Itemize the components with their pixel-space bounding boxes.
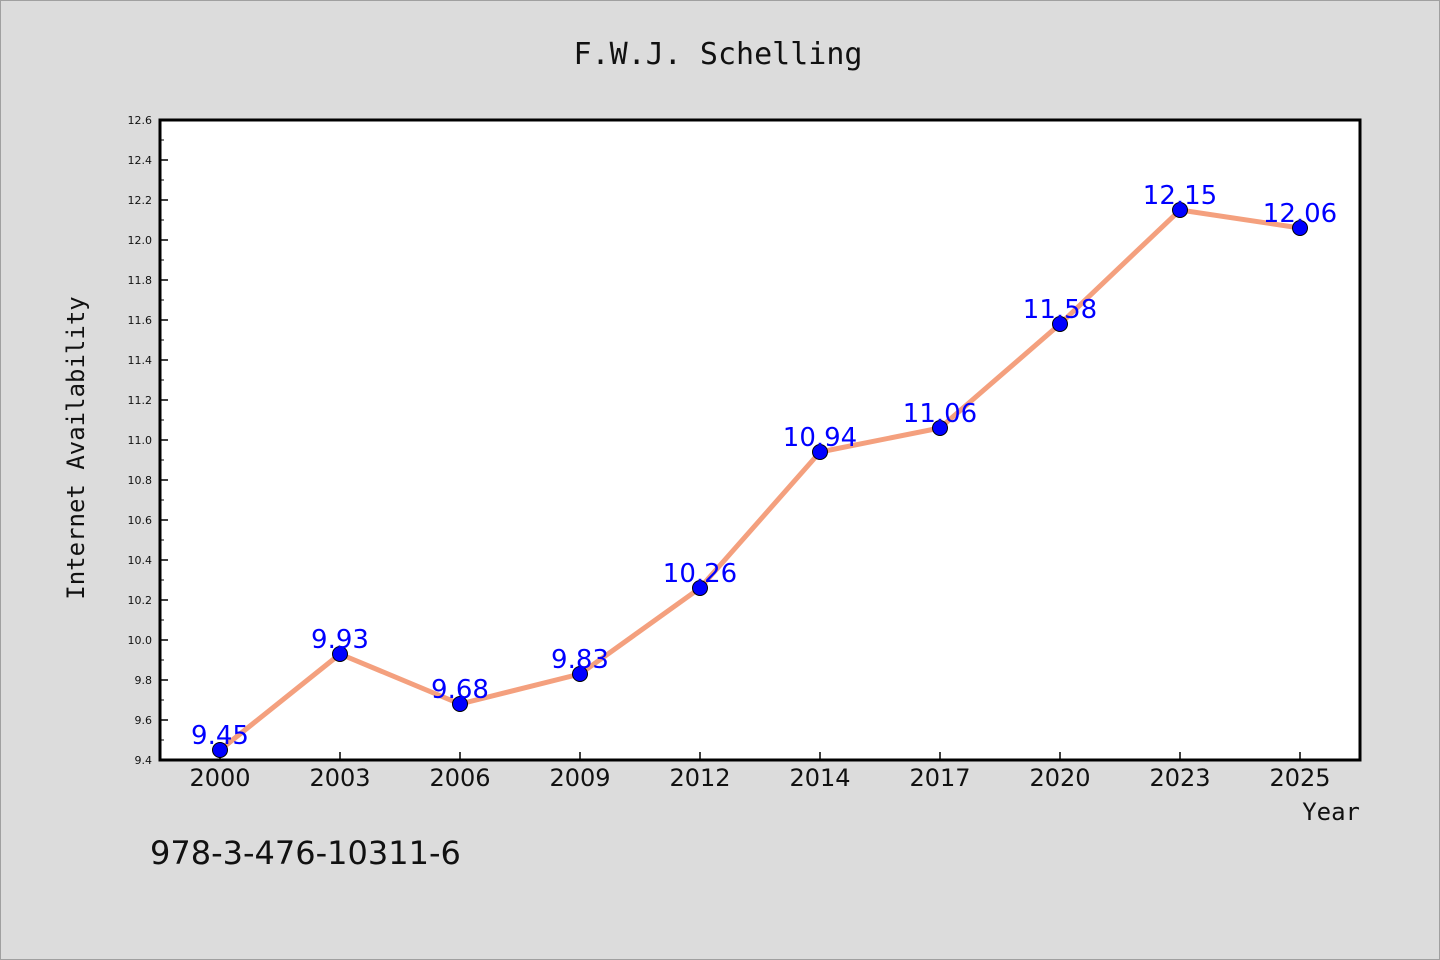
y-tick-label: 12.6 <box>128 114 153 127</box>
series-line <box>217 207 1303 753</box>
x-axis: 2000 2003 2006 2009 2012 2014 2017 2020 2023 2025 <box>189 752 1331 792</box>
y-tick-label: 10.0 <box>128 634 153 647</box>
y-tick-label: 12.0 <box>128 234 153 247</box>
data-point <box>332 646 348 662</box>
data-label: 11.06 <box>903 399 977 429</box>
y-tick-label: 9.6 <box>135 714 153 727</box>
y-tick-label: 9.8 <box>135 674 153 687</box>
x-tick-label: 2012 <box>669 764 730 792</box>
data-point <box>812 444 828 460</box>
y-tick-label: 11.0 <box>128 434 153 447</box>
x-tick-label: 2014 <box>789 764 850 792</box>
data-label: 12.15 <box>1143 181 1217 211</box>
data-point <box>452 696 468 712</box>
y-tick-label: 11.6 <box>128 314 153 327</box>
x-tick-label: 2006 <box>429 764 490 792</box>
x-tick-label: 2009 <box>549 764 610 792</box>
y-tick-label: 10.6 <box>128 514 153 527</box>
y-tick-label: 10.8 <box>128 474 153 487</box>
y-tick-label: 11.4 <box>128 354 153 367</box>
x-tick-label: 2020 <box>1029 764 1090 792</box>
x-tick-label: 2000 <box>189 764 250 792</box>
data-point <box>212 742 228 758</box>
data-label: 11.58 <box>1023 295 1097 325</box>
x-tick-label: 2023 <box>1149 764 1210 792</box>
data-label: 9.93 <box>311 625 369 655</box>
data-point <box>572 666 588 682</box>
data-label: 9.83 <box>551 645 609 675</box>
data-label: 10.94 <box>783 423 857 453</box>
data-point <box>692 580 708 596</box>
data-label: 9.45 <box>191 721 249 751</box>
data-labels: 9.45 9.93 9.68 9.83 10.26 10.94 11.06 11.58 12.1… <box>191 181 1337 751</box>
data-markers <box>212 202 1308 758</box>
y-tick-label: 10.4 <box>128 554 153 567</box>
y-tick-label: 12.2 <box>128 194 153 207</box>
x-tick-label: 2025 <box>1269 764 1330 792</box>
data-label: 10.26 <box>663 559 737 589</box>
y-tick-label: 10.2 <box>128 594 153 607</box>
chart-title: F.W.J. Schelling <box>574 37 863 72</box>
plot-border <box>158 118 1362 762</box>
data-label: 9.68 <box>431 675 489 705</box>
data-point <box>1172 202 1188 218</box>
data-point <box>1292 220 1308 236</box>
x-axis-title: Year <box>1302 798 1360 826</box>
y-axis-title: Internet Availability <box>62 296 90 599</box>
x-tick-label: 2017 <box>909 764 970 792</box>
data-point <box>1052 316 1068 332</box>
y-tick-label: 9.4 <box>135 754 153 767</box>
footnote-isbn: 978-3-476-10311-6 <box>150 834 461 872</box>
y-tick-label: 11.2 <box>128 394 153 407</box>
x-tick-label: 2003 <box>309 764 370 792</box>
data-point <box>932 420 948 436</box>
y-tick-label: 12.4 <box>128 154 153 167</box>
data-label: 12.06 <box>1263 199 1337 229</box>
y-tick-label: 11.8 <box>128 274 153 287</box>
